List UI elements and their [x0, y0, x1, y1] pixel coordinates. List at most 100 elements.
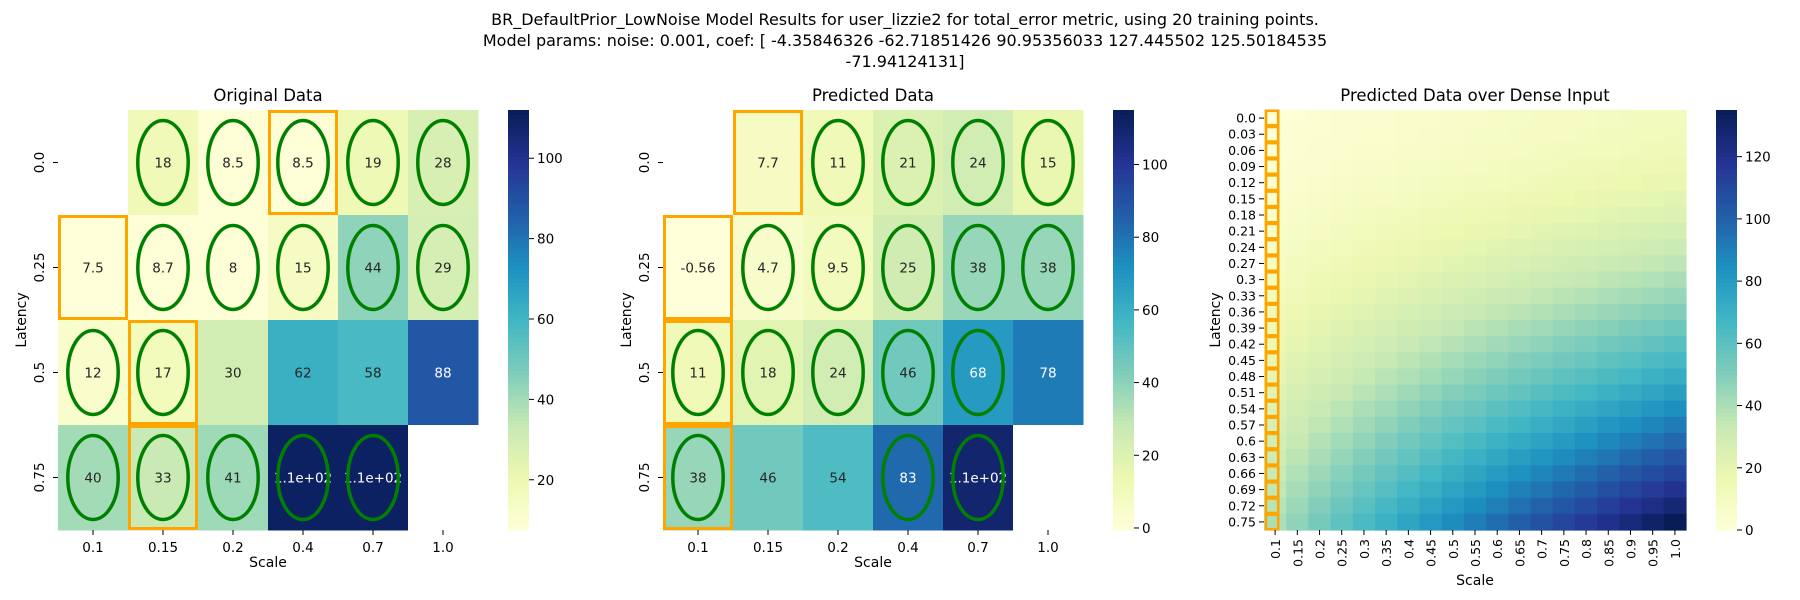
heatmap-cell: [1375, 223, 1398, 240]
heatmap-cell: [1552, 481, 1576, 499]
heatmap-cell: [1552, 465, 1576, 483]
heatmap-cell: [1663, 513, 1687, 531]
training-point-ellipse: [881, 328, 935, 417]
colorbar-segment: [1716, 454, 1737, 460]
heatmap-cell: [1397, 110, 1421, 127]
heatmap-cell: [1508, 416, 1532, 434]
heatmap-cell: [1286, 465, 1310, 483]
heatmap-cell: [1330, 110, 1354, 127]
colorbar-segment: [1716, 509, 1737, 514]
colorbar-segment: [1716, 122, 1737, 128]
heatmap-cells: [58, 110, 479, 531]
heatmap-cell: [1308, 513, 1332, 531]
heatmap-cell: [268, 320, 339, 426]
heatmap-cell: [1663, 400, 1687, 418]
heatmap-cell: [1552, 142, 1576, 160]
heatmap-cell: [1441, 384, 1465, 402]
colorbar-segment: [1113, 282, 1134, 287]
colorbar-segment: [1716, 110, 1737, 115]
colorbar-segment: [1716, 479, 1737, 485]
heatmap-cell: [1264, 416, 1287, 434]
heatmap-cell: [1663, 271, 1687, 289]
heatmap-cell: [1530, 142, 1554, 160]
colorbar-segment: [1113, 408, 1134, 413]
colorbar-segment: [1716, 446, 1737, 451]
heatmap-cell: [1508, 110, 1532, 127]
colorbar-segment: [1113, 383, 1134, 388]
heatmap-cell: [1552, 303, 1576, 321]
training-point-ellipse: [671, 328, 725, 417]
heatmap-cell: [1486, 174, 1509, 192]
heatmap-cell: [1286, 190, 1310, 208]
training-point-ellipse: [881, 433, 935, 522]
x-tick-label: 0.9: [1623, 539, 1638, 559]
highlight-box: [1264, 384, 1280, 402]
cell-value-label: 8.7: [152, 261, 173, 277]
heatmap-cell: [1486, 303, 1509, 321]
heatmap-cell: [1574, 126, 1598, 143]
colorbar-segment: [508, 227, 529, 233]
heatmap-cell: [1486, 320, 1509, 337]
heatmap-cell: [1330, 400, 1354, 418]
y-tick-label: 0.5: [637, 362, 653, 383]
heatmap-cell: [1264, 320, 1287, 337]
cell-value-label: 11: [829, 156, 846, 172]
training-point-ellipse: [416, 223, 470, 312]
cell-value-label: 1.1e+02: [949, 471, 1007, 487]
heatmap-original-data: 18 8.5 8.5 19 28 7.5 8.7 8 15 44 29 12 17 30 62 58 88 40 3…: [14, 86, 563, 571]
heatmap-cell: [1597, 190, 1620, 208]
heatmap-cell: [1375, 481, 1398, 499]
colorbar-segment: [1113, 126, 1134, 132]
heatmap-cell: [1463, 126, 1487, 143]
heatmap-cell: [1663, 174, 1687, 192]
colorbar-segment: [1716, 467, 1737, 472]
colorbar-segment: [1113, 467, 1134, 472]
heatmap-cell: [1330, 190, 1354, 208]
heatmap-cell: [1264, 400, 1287, 418]
colorbar: 0 20 40 60 80 100 120: [1716, 110, 1771, 539]
heatmap-cell: [1352, 416, 1376, 434]
colorbar-segment: [1113, 248, 1134, 254]
heatmap-cell: [1619, 271, 1643, 289]
heatmap-cell: [1441, 239, 1465, 256]
colorbar-segment: [508, 173, 529, 178]
heatmap-cell: [1397, 287, 1421, 305]
heatmap-cell: [1508, 465, 1532, 483]
heatmap-cell: [1574, 255, 1598, 273]
heatmap-cell: [663, 110, 734, 216]
colorbar-segment: [508, 236, 529, 241]
heatmap-cell: [733, 425, 804, 531]
colorbar-segment: [508, 206, 529, 212]
heatmap-cell: [1375, 271, 1398, 289]
heatmap-cell: [1641, 433, 1665, 450]
heatmap-cell: [1486, 433, 1509, 450]
x-tick-label: 0.3: [1357, 539, 1372, 559]
x-tick-label: 0.15: [753, 540, 783, 556]
heatmap-cell: [1352, 368, 1376, 386]
heatmap-cell: [1308, 223, 1332, 240]
cell-value-label: 58: [364, 366, 381, 382]
heatmap-cell: [1419, 336, 1443, 353]
heatmap-cells: [663, 110, 1084, 531]
colorbar-segment: [508, 278, 529, 283]
heatmap-cell: [1619, 110, 1643, 127]
heatmap-cell: [1552, 513, 1576, 531]
heatmap-cell: [1663, 481, 1687, 499]
colorbar-segment: [508, 311, 529, 317]
colorbar-segment: [1716, 332, 1737, 338]
colorbar-segment: [508, 345, 529, 350]
heatmap-cell: [1619, 239, 1643, 256]
colorbar-segment: [1716, 517, 1737, 523]
colorbar-segment: [508, 189, 529, 195]
heatmap-cell: [1463, 223, 1487, 240]
x-axis-label: Scale: [249, 555, 287, 571]
heatmap-cell: [1352, 303, 1376, 321]
training-point-ellipse: [276, 223, 330, 312]
colorbar-segment: [1716, 143, 1737, 149]
colorbar-tick-label: 20: [537, 473, 554, 489]
cell-value-label: 1.1e+02: [344, 471, 402, 487]
heatmap-cell: [1619, 190, 1643, 208]
colorbar-segment: [1716, 374, 1737, 380]
x-tick-label: 0.7: [967, 540, 988, 556]
colorbar-segment: [1716, 307, 1737, 313]
